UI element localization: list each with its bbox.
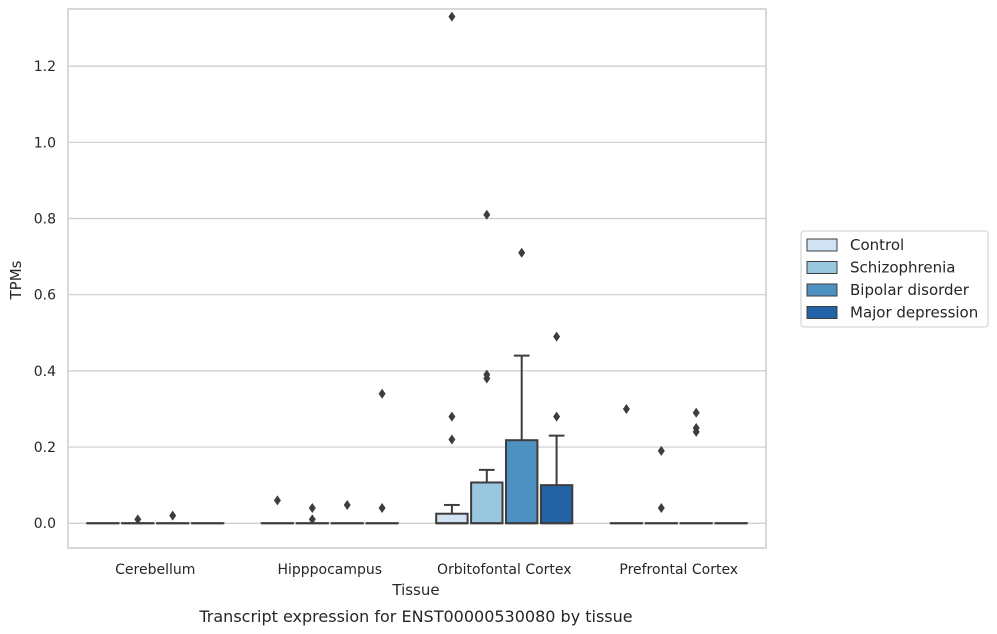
- outlier-point: [483, 209, 491, 220]
- box: [470, 481, 504, 525]
- box-group: [365, 388, 399, 525]
- x-axis-title: Tissue: [391, 581, 439, 599]
- outlier-point: [308, 503, 316, 514]
- y-tick-label: 1.0: [34, 135, 56, 151]
- box-group: [679, 407, 713, 525]
- box-group: [330, 499, 364, 525]
- y-tick-label: 0.4: [34, 364, 56, 380]
- box-group: [470, 209, 504, 525]
- legend-label: Bipolar disorder: [850, 281, 970, 299]
- y-tick-label: 0.0: [34, 516, 56, 532]
- legend-swatch: [806, 238, 838, 252]
- outlier-point: [657, 503, 665, 514]
- legend-swatch: [806, 306, 838, 319]
- outlier-point: [692, 423, 700, 434]
- outlier-point: [448, 434, 456, 445]
- legend: Control Schizophrenia Bipolar disorder Majo…: [800, 230, 989, 328]
- box-group: [504, 247, 539, 525]
- box-group: [260, 495, 295, 525]
- legend-label: Major depression: [850, 304, 978, 322]
- x-tick-label: Prefrontal Cortex: [619, 562, 738, 578]
- outlier-point: [448, 11, 456, 22]
- x-tick-labels: Cerebellum Hipppocampus Orbitofontal Corte…: [115, 562, 738, 578]
- x-tick-label: Hipppocampus: [277, 562, 382, 578]
- box-group: [539, 331, 574, 525]
- outlier-point: [378, 503, 386, 514]
- outlier-point: [448, 411, 456, 422]
- outlier-point: [553, 411, 561, 422]
- legend-label: Schizophrenia: [850, 259, 955, 277]
- outlier-point: [169, 510, 177, 521]
- legend-frame: [800, 230, 989, 328]
- y-tick-labels: 0.0 0.2 0.4 0.6 0.8 1.0 1.2: [34, 59, 56, 532]
- y-tick-label: 0.8: [34, 212, 56, 228]
- box-group: [609, 403, 644, 525]
- outlier-point: [518, 247, 526, 258]
- x-tick-label: Orbitofontal Cortex: [437, 562, 572, 578]
- x-tick-label: Cerebellum: [115, 562, 195, 578]
- legend-swatch: [806, 283, 838, 297]
- y-axis-title: TPMs: [7, 260, 25, 300]
- box-group: [644, 445, 679, 525]
- grid-lines: [68, 65, 766, 524]
- y-tick-label: 0.2: [34, 440, 56, 456]
- box: [504, 439, 539, 525]
- outlier-point: [692, 407, 700, 418]
- y-tick-label: 1.2: [34, 59, 56, 75]
- box: [539, 484, 574, 525]
- outlier-point: [657, 445, 665, 456]
- box-group: [295, 503, 330, 525]
- outlier-point: [308, 514, 316, 525]
- box-group: [435, 11, 469, 525]
- box-group: [121, 514, 155, 525]
- box: [435, 512, 469, 525]
- chart-caption: Transcript expression for ENST0000053008…: [198, 607, 632, 626]
- outlier-point: [343, 499, 351, 510]
- outlier-point: [553, 331, 561, 342]
- box-plot-series: [86, 11, 748, 525]
- outlier-point: [134, 514, 142, 525]
- legend-swatch: [806, 261, 838, 274]
- plot-frame: [67, 8, 767, 549]
- outlier-point: [622, 403, 630, 414]
- y-tick-label: 0.6: [34, 288, 56, 304]
- box-group: [155, 510, 190, 525]
- outlier-point: [483, 369, 491, 380]
- outlier-point: [378, 388, 386, 399]
- outlier-point: [273, 495, 281, 506]
- legend-label: Control: [850, 236, 904, 254]
